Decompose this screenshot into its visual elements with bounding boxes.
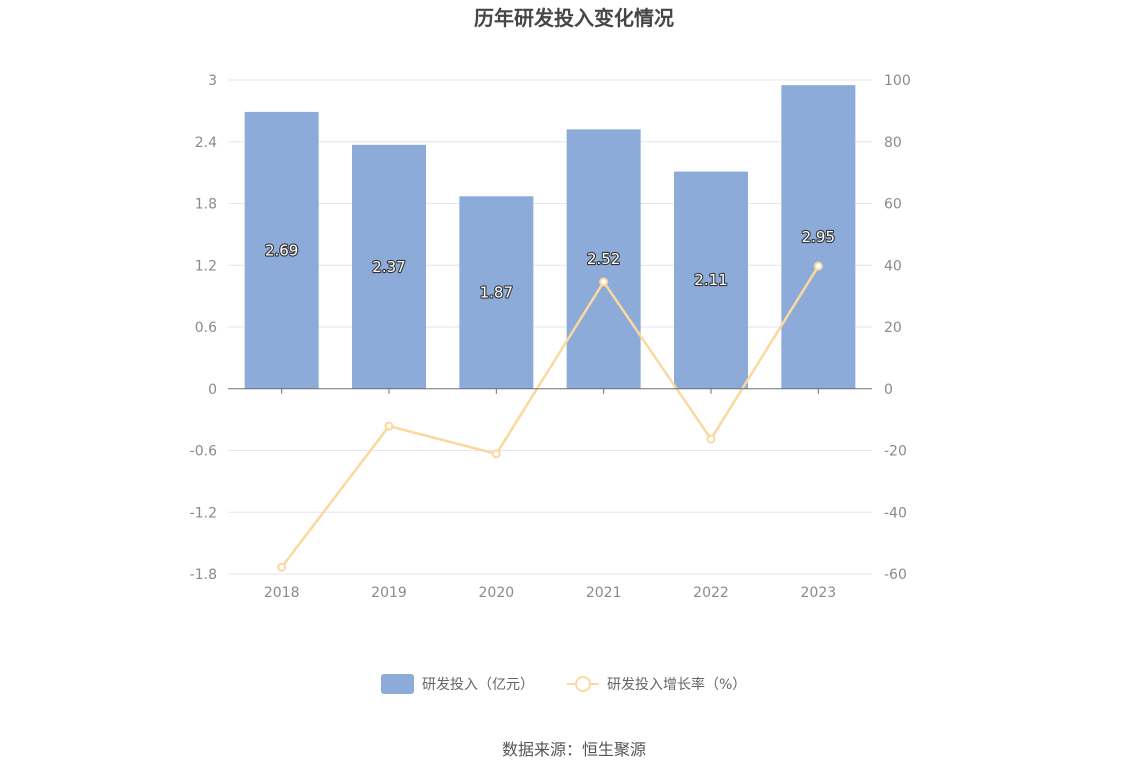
growth-point: [277, 562, 287, 572]
bar: [674, 171, 748, 389]
x-tick-label: 2018: [264, 585, 300, 601]
y-left-tick-label: 3: [208, 73, 217, 89]
y-right-tick-label: 60: [884, 197, 902, 213]
bar: [781, 85, 856, 389]
legend[interactable]: 研发投入（亿元） 研发投入增长率（%）: [381, 674, 746, 694]
growth-point: [491, 449, 501, 459]
line-series: [277, 261, 823, 572]
bar-value-label: 2.69: [265, 241, 298, 259]
bar-value-label: 1.87: [480, 284, 513, 302]
bar-value-label: 2.37: [372, 258, 405, 276]
chart-title: 历年研发投入变化情况: [474, 6, 674, 30]
y-left-tick-label: 1.8: [195, 197, 217, 213]
y-left-tick-label: -1.2: [190, 505, 217, 521]
growth-point: [384, 421, 394, 431]
bar: [244, 111, 319, 389]
legend-line-label: 研发投入增长率（%）: [607, 676, 746, 693]
bar-labels: 2.69 2.37 1.87 2.52 2.11 2.95: [264, 227, 836, 303]
growth-point: [813, 261, 823, 271]
y-right-tick-label: -20: [884, 444, 907, 460]
x-tick-label: 2020: [479, 585, 515, 601]
y-right-tick-label: 100: [884, 73, 911, 89]
y-left-tick-label: 0.6: [195, 320, 217, 336]
y-left-tick-label: 0: [208, 382, 217, 398]
growth-point: [706, 434, 716, 444]
bar: [352, 144, 426, 389]
x-tick-label: 2023: [801, 585, 837, 601]
y-right-tick-label: -60: [884, 567, 907, 583]
x-tick-label: 2019: [371, 585, 407, 601]
legend-line-marker: [575, 676, 591, 692]
right-axis: 100 80 60 40 20 0 -20 -40 -60: [884, 73, 911, 583]
y-right-tick-label: 0: [884, 382, 893, 398]
y-left-tick-label: -0.6: [190, 444, 217, 460]
y-right-tick-label: 20: [884, 320, 902, 336]
growth-point: [599, 277, 609, 287]
bar-value-label: 2.95: [802, 228, 835, 246]
bar: [459, 196, 534, 389]
y-right-tick-label: -40: [884, 505, 907, 521]
y-left-tick-label: 2.4: [195, 135, 217, 151]
bar-value-label: 2.11: [694, 271, 727, 289]
bar-series: [244, 85, 856, 389]
x-tick-label: 2021: [586, 585, 622, 601]
growth-line: [280, 265, 820, 568]
source-text: 数据来源：恒生聚源: [502, 740, 646, 759]
y-left-tick-label: -1.8: [190, 567, 217, 583]
y-right-tick-label: 40: [884, 258, 902, 274]
y-right-tick-label: 80: [884, 135, 902, 151]
y-left-tick-label: 1.2: [195, 258, 217, 274]
x-axis: 2018 2019 2020 2021 2022 2023: [228, 388, 872, 601]
bar-value-label: 2.52: [587, 250, 620, 268]
left-axis: 3 2.4 1.8 1.2 0.6 0 -0.6 -1.2 -1.8: [190, 73, 217, 583]
x-tick-label: 2022: [693, 585, 729, 601]
bar: [566, 129, 641, 389]
grid: [228, 79, 872, 575]
legend-bar-label: 研发投入（亿元）: [422, 677, 534, 693]
legend-bar-swatch: [381, 674, 414, 694]
